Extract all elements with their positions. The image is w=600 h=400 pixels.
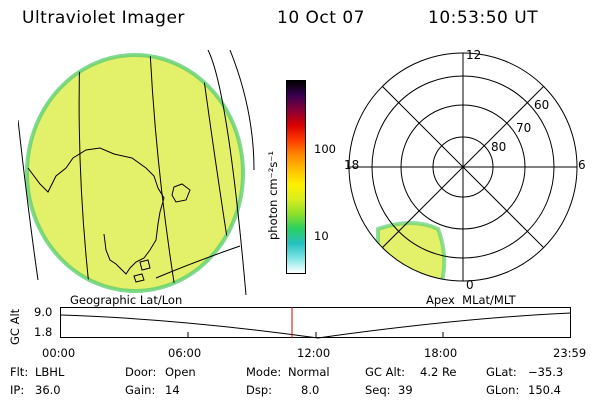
ip-value: 36.0	[35, 383, 61, 397]
filter-value: LBHL	[35, 365, 65, 379]
mlat-label-80: 80	[491, 140, 506, 154]
meridian-line	[18, 119, 39, 281]
time-tick-2359: 23:59	[553, 346, 587, 360]
colorbar	[286, 80, 306, 274]
geographic-label: Geographic Lat/Lon	[70, 293, 183, 307]
glat-value: −35.3	[528, 365, 564, 379]
mlat-label-70: 70	[516, 121, 531, 135]
glon-label: GLon:	[486, 383, 520, 397]
colorbar-gradient	[286, 80, 306, 274]
mode-value: Normal	[288, 365, 330, 379]
seq-value: 39	[398, 383, 413, 397]
altitude-tick-low: 1.8	[34, 325, 53, 339]
gc-alt-label: GC Alt:	[365, 365, 406, 379]
seq-label: Seq:	[365, 383, 391, 397]
filter-label: Flt:	[10, 365, 29, 379]
mlt-label-18: 18	[344, 158, 359, 172]
glon-value: 150.4	[528, 383, 561, 397]
colorbar-unit-label: photon cm⁻²s⁻¹	[266, 151, 280, 240]
time-tick-1200: 12:00	[297, 346, 331, 360]
time-label: 10:53:50 UT	[428, 8, 539, 28]
dsp-label: Dsp:	[246, 383, 273, 397]
gain-label: Gain:	[125, 383, 156, 397]
altitude-curve	[60, 312, 572, 339]
mlt-label-6: 6	[578, 158, 586, 172]
polar-mlt-plot: 12 18 6 0 60 70 80	[344, 48, 586, 292]
door-value: Open	[165, 365, 196, 379]
apex-label: Apex MLat/MLT	[426, 293, 516, 307]
mlt-label-0: 0	[466, 278, 474, 292]
glat-label: GLat:	[486, 365, 517, 379]
mlt-label-12: 12	[466, 48, 481, 62]
ip-label: IP:	[10, 383, 25, 397]
altitude-axis-label: GC Alt	[8, 308, 22, 345]
mode-label: Mode:	[246, 365, 282, 379]
colorbar-tick-10: 10	[314, 229, 329, 243]
earth-disk	[27, 55, 243, 291]
dsp-value: 8.0	[301, 383, 320, 397]
altitude-plot	[60, 307, 572, 339]
time-tick-1800: 18:00	[424, 346, 458, 360]
gain-value: 14	[165, 383, 180, 397]
mlat-label-60: 60	[534, 98, 549, 112]
date-label: 10 Oct 07	[277, 8, 365, 28]
mlt-spokes	[349, 53, 577, 281]
colorbar-tick-100: 100	[314, 142, 336, 156]
time-tick-0600: 06:00	[168, 346, 202, 360]
gc-alt-value: 4.2 Re	[420, 365, 457, 379]
altitude-tick-high: 9.0	[34, 305, 53, 319]
geographic-image-panel	[18, 50, 255, 295]
coastline	[27, 147, 165, 275]
door-label: Door:	[125, 365, 157, 379]
aurora-image	[378, 223, 445, 281]
time-tick-marks	[187, 332, 444, 338]
island-outline	[171, 183, 191, 203]
time-tick-0000: 00:00	[42, 346, 76, 360]
instrument-title: Ultraviolet Imager	[22, 8, 185, 28]
